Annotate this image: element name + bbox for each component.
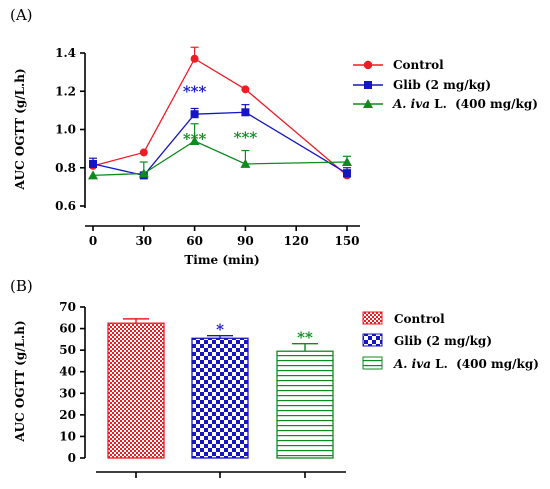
legend-b-aiva-swatch [362, 356, 383, 370]
series-line-control [92, 57, 348, 176]
legend-b-aiva-label: A. iva L. (400 mg/kg) [393, 357, 539, 371]
legend-b-glib-label: Glib (2 mg/kg) [394, 334, 492, 348]
chart-b-legend: Control Glib (2 mg/kg) A. iva L. (400 mg… [362, 311, 539, 371]
chart-b-y-tick-label: 30 [59, 386, 76, 400]
chart-a-x-axis-title: Time (min) [184, 253, 259, 267]
significance-marker: *** [234, 129, 258, 147]
chart-a-y-tick-label: 1.2 [55, 84, 76, 98]
panel-a-label: (A) [10, 6, 33, 24]
data-point-control [139, 148, 148, 157]
chart-b-y-tick-label: 50 [59, 343, 76, 357]
legend-a-aiva-marker [363, 99, 373, 108]
legend-a-control-marker [363, 60, 373, 70]
chart-b-y-tick-label: 60 [59, 322, 76, 336]
chart-b-y-tick-label: 20 [59, 408, 76, 422]
data-point-glib [190, 110, 199, 119]
chart-b-y-tick-label: 10 [59, 429, 76, 443]
chart-a-x-tick-label: 150 [334, 234, 359, 248]
data-point-aiva [240, 158, 251, 168]
legend-a-aiva-label-rest: L. (400 mg/kg) [430, 97, 538, 111]
legend-b-aiva-label-rest: L. (400 mg/kg) [431, 357, 539, 371]
significance-marker: ** [297, 329, 313, 347]
chart-a-legend: Control Glib (2 mg/kg) A. iva L. (400 mg… [353, 58, 538, 111]
data-point-aiva [342, 157, 352, 167]
data-point-glib [343, 169, 351, 178]
legend-b-control-swatch [362, 311, 383, 325]
legend-a-aiva-label: A. iva L. (400 mg/kg) [392, 97, 538, 111]
chart-a-x-tick-label: 120 [284, 234, 309, 248]
data-point-control [241, 85, 250, 94]
chart-a-x-tick-label: 60 [186, 234, 203, 248]
chart-a-x-tick-label: 90 [237, 234, 254, 248]
legend-b-control-label: Control [394, 312, 445, 326]
chart-a-x-tick-label: 30 [135, 234, 152, 248]
data-point-glib [241, 108, 250, 117]
legend-a-glib-marker [364, 81, 372, 89]
data-point-aiva [189, 135, 200, 145]
bar-glib [191, 337, 249, 459]
chart-a-y-tick-label: 1.0 [55, 123, 76, 137]
legend-a-control-label: Control [393, 58, 444, 72]
chart-b-y-tick-label: 40 [59, 365, 76, 379]
bar-control [107, 322, 165, 459]
data-point-aiva [88, 170, 98, 180]
chart-a-y-axis-title: AUC OGTT (g/L.h) [13, 68, 27, 190]
chart-a-y-tick-label: 0.8 [55, 161, 76, 175]
significance-marker: *** [183, 82, 207, 100]
panel-b-label: (B) [10, 277, 33, 295]
legend-b-aiva-label-italic: A. iva [393, 357, 431, 371]
chart-b-y-tick-label: 70 [59, 300, 76, 314]
chart-a-x-tick-label: 0 [89, 234, 97, 248]
chart-b-y-tick-label: 0 [68, 451, 76, 465]
significance-marker: *** [183, 130, 207, 148]
series-line-aiva [92, 140, 348, 177]
legend-a-glib-label: Glib (2 mg/kg) [393, 78, 491, 92]
chart-b-y-axis-title: AUC OGTT (g/L.h) [13, 320, 27, 442]
chart-a: 0.6 0.8 1.0 1.2 1.4 0 30 60 90 120 150 Time (min)… [13, 46, 360, 267]
legend-a-aiva-label-italic: A. iva [392, 97, 430, 111]
data-point-aiva [138, 168, 149, 178]
bar-aiva [276, 350, 334, 459]
significance-marker: * [216, 321, 224, 339]
chart-a-y-tick-label: 0.6 [55, 199, 76, 213]
data-point-glib [89, 159, 97, 168]
data-point-control [190, 54, 199, 63]
chart-a-y-tick-label: 1.4 [55, 46, 76, 60]
legend-b-glib-swatch [362, 333, 383, 347]
